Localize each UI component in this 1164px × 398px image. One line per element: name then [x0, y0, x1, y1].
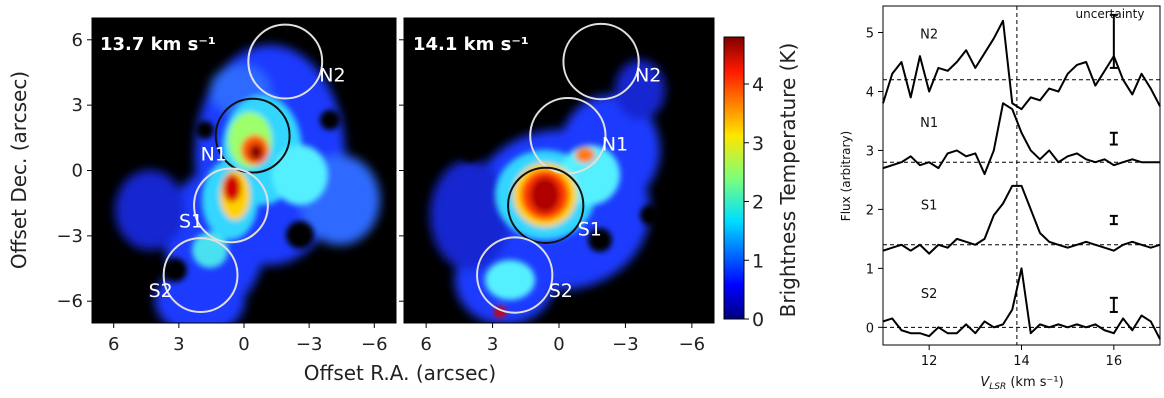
spectra-y-tick-label: 3 [866, 144, 874, 159]
region-circle-n1 [214, 97, 291, 174]
map-x-tick-label: −6 [361, 334, 388, 355]
map-y-tick-label: 0 [72, 161, 83, 182]
colorbar-label: Brightness Temperature (K) [776, 43, 800, 318]
colorbar-tick-label: 1 [752, 250, 764, 272]
map-panel-2: 14.1 km s⁻¹ N2 N1 S1 S2 [404, 18, 714, 323]
map-y-tick-label: −3 [56, 226, 83, 247]
map-panel-1-regions: N2 N1 S1 S2 [149, 23, 346, 313]
colorbar-tick-label: 4 [752, 74, 764, 96]
spectra-x-tick-label: 14 [1013, 354, 1030, 369]
map-x-tick-label: 3 [487, 334, 498, 355]
spectra-frame [882, 5, 1161, 346]
map-x-tick-label: −6 [679, 334, 706, 355]
spectra-x-axis-label: VLSR (km s⁻¹) [980, 375, 1063, 392]
region-label-s1: S1 [578, 218, 602, 240]
region-label-s2: S2 [549, 280, 573, 302]
map-x-tick-label: 6 [420, 334, 431, 355]
series-label-n2: N2 [920, 27, 938, 42]
region-label-s1: S1 [179, 210, 203, 232]
region-label-n2: N2 [635, 65, 661, 87]
region-label-n1: N1 [602, 134, 628, 156]
series-label-n1: N1 [920, 116, 938, 131]
colorbar-tick-label: 2 [752, 192, 764, 214]
region-circle-s1 [193, 167, 269, 244]
map-panel-1-label: 13.7 km s⁻¹ [100, 34, 216, 55]
map-panel-2-label: 14.1 km s⁻¹ [413, 34, 529, 55]
spectra-x-axis-label-sub: LSR [989, 382, 1006, 392]
region-circle-n2 [562, 22, 640, 101]
series-label-s1: S1 [921, 198, 938, 213]
spectra-y-tick-label: 0 [866, 321, 874, 336]
spectra-x-tick-label: 16 [1106, 354, 1123, 369]
colorbar-ticks: 0 1 2 3 4 [744, 74, 764, 331]
region-circle-s1 [507, 166, 585, 245]
colorbar-tick-label: 0 [752, 309, 764, 331]
spectra-y-tick-label: 1 [866, 262, 874, 277]
colorbar-gradient [723, 36, 745, 320]
map-panel-1-emission [115, 45, 380, 323]
map-x-tick-label: 0 [553, 334, 564, 355]
region-circle-s2 [162, 237, 239, 313]
uncertainty-annotation: uncertainty [1076, 7, 1145, 21]
region-circle-n1 [529, 97, 607, 175]
series-label-s2: S2 [921, 287, 938, 302]
region-label-n1: N1 [201, 144, 227, 166]
spectra-y-tick-label: 5 [866, 27, 874, 42]
region-circle-n2 [247, 23, 324, 100]
map-axes: 6 3 0 −3 −6 6 3 0 −3 −6 6 3 0 −3 −6 [56, 17, 715, 355]
spectrum-s2 [882, 267, 1161, 340]
map-x-tick-label: 3 [173, 334, 184, 355]
region-label-n2: N2 [319, 65, 345, 87]
spectra-x-tick-label: 12 [921, 354, 938, 369]
spectra-y-tick-label: 4 [866, 85, 874, 100]
spectra-y-tick-label: 2 [866, 203, 874, 218]
map-y-tick-label: 6 [72, 30, 83, 51]
map-x-tick-label: 0 [238, 334, 249, 355]
spectra-y-axis-label: Flux (arbitrary) [839, 131, 853, 221]
spectrum-s1 [882, 184, 1161, 255]
spectra-x-axis-label-v: V [980, 375, 990, 390]
map-y-axis-label: Offset Dec. (arcsec) [7, 71, 31, 269]
map-panel-2-regions: N2 N1 S1 S2 [476, 22, 661, 314]
map-x-tick-label: −3 [612, 334, 639, 355]
map-panel-2-emission [430, 60, 665, 323]
map-frame [91, 17, 397, 324]
colorbar: 0 1 2 3 4 Brightness Temperature (K) [723, 36, 800, 331]
map-x-axis-label: Offset R.A. (arcsec) [304, 361, 496, 385]
map-x-tick-label: −3 [296, 334, 323, 355]
region-circle-s2 [476, 236, 554, 314]
map-frame [403, 17, 715, 324]
region-label-s2: S2 [149, 280, 173, 302]
spectrum-n1 [882, 102, 1160, 176]
spectra-x-axis-label-unit: (km s⁻¹) [1006, 375, 1063, 390]
map-y-tick-label: 3 [72, 95, 83, 116]
map-y-tick-label: −6 [56, 291, 83, 312]
colorbar-tick-label: 3 [752, 133, 764, 155]
map-x-tick-label: 6 [108, 334, 119, 355]
map-panel-1: 13.7 km s⁻¹ N2 N1 S1 S2 [92, 18, 396, 323]
